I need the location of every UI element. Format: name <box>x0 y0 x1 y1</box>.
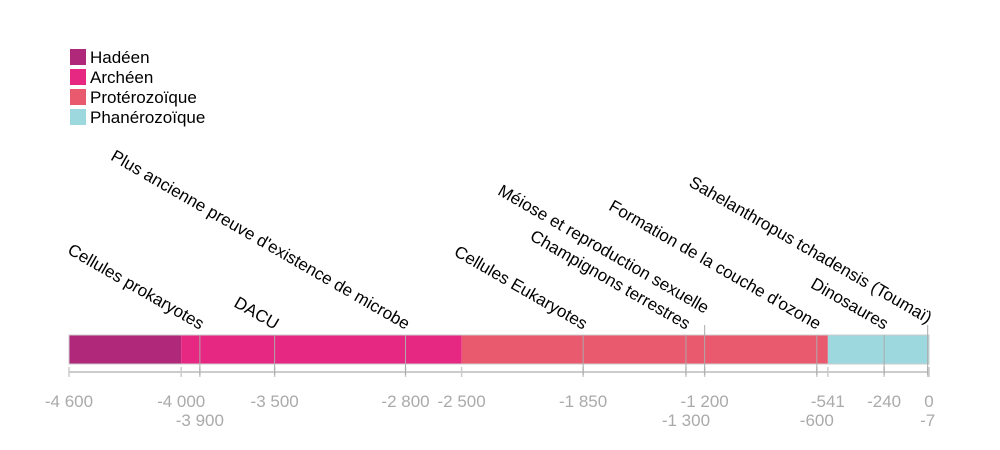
legend-swatch <box>70 109 86 125</box>
era-bar <box>827 335 929 364</box>
tick-label: -4 600 <box>45 392 93 411</box>
tick-label: -2 800 <box>381 392 429 411</box>
legend-label: Hadéen <box>90 48 150 67</box>
tick-label: -4 000 <box>157 392 205 411</box>
tick-label: -541 <box>811 392 845 411</box>
legend-label: Phanérozoïque <box>90 108 205 127</box>
event-label: DACU <box>231 293 282 334</box>
tick-label: -1 200 <box>681 392 729 411</box>
era-bar <box>69 335 182 364</box>
bar-outline <box>68 334 930 365</box>
era-bar <box>461 335 828 364</box>
tick-label: -3 900 <box>176 411 224 430</box>
tick-label: -7 <box>920 411 935 430</box>
tick-label: -600 <box>800 411 834 430</box>
tick-label: -1 300 <box>662 411 710 430</box>
event-label: Cellules prokaryotes <box>64 240 207 333</box>
event-label: Sahelanthropus tchadensis (Toumaï) <box>686 173 935 328</box>
tick-label: -2 500 <box>438 392 486 411</box>
era-bar <box>181 335 462 364</box>
legend-label: Protérozoïque <box>90 88 197 107</box>
legend-label: Archéen <box>90 68 153 87</box>
tick-label: -3 500 <box>251 392 299 411</box>
tick-label: -1 850 <box>559 392 607 411</box>
legend-swatch <box>70 49 86 65</box>
legend-swatch <box>70 89 86 105</box>
tick-label: -240 <box>867 392 901 411</box>
legend-swatch <box>70 69 86 85</box>
tick-label: 0 <box>924 392 933 411</box>
